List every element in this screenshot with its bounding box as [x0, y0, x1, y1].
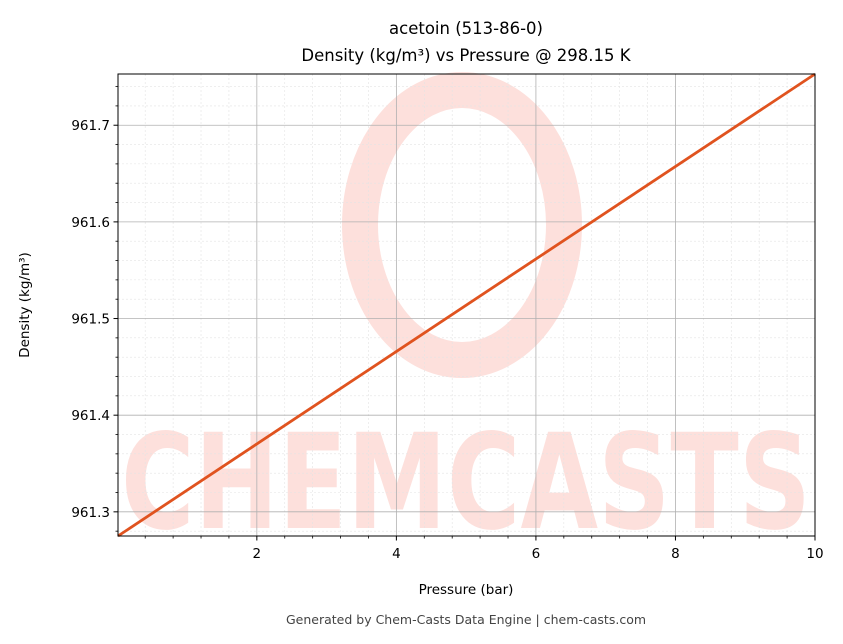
plot-frame	[117, 73, 816, 537]
y-tick-label: 961.4	[71, 408, 110, 424]
y-tick-label: 961.6	[71, 215, 110, 231]
watermark-logo-ring	[342, 72, 582, 378]
y-tick-label: 961.3	[71, 505, 110, 521]
y-axis-label: Density (kg/m³)	[17, 252, 33, 358]
chart-title-line-2: Density (kg/m³) vs Pressure @ 298.15 K	[301, 46, 631, 65]
y-tick-label: 961.7	[71, 118, 110, 134]
x-tick-label: 8	[671, 546, 680, 562]
x-tick-label: 2	[253, 546, 262, 562]
minor-gridlines	[118, 74, 815, 536]
footer-credit: Generated by Chem-Casts Data Engine | ch…	[286, 612, 646, 627]
y-tick-label: 961.5	[71, 312, 110, 328]
x-axis-label: Pressure (bar)	[419, 582, 514, 598]
watermark: CHEMCASTS	[121, 72, 811, 560]
chart-title-line-1: acetoin (513-86-0)	[389, 19, 543, 38]
y-axis-ticks: 961.3 961.4 961.5 961.6 961.7	[71, 86, 118, 532]
x-axis-ticks: 2 4 6 8 10	[144, 536, 824, 562]
x-tick-label: 4	[392, 546, 401, 562]
x-tick-label: 10	[806, 546, 823, 562]
major-gridlines	[118, 74, 815, 536]
x-tick-label: 6	[532, 546, 541, 562]
series-line	[117, 72, 816, 538]
plot-lines	[117, 72, 816, 538]
watermark-text: CHEMCASTS	[121, 406, 811, 560]
